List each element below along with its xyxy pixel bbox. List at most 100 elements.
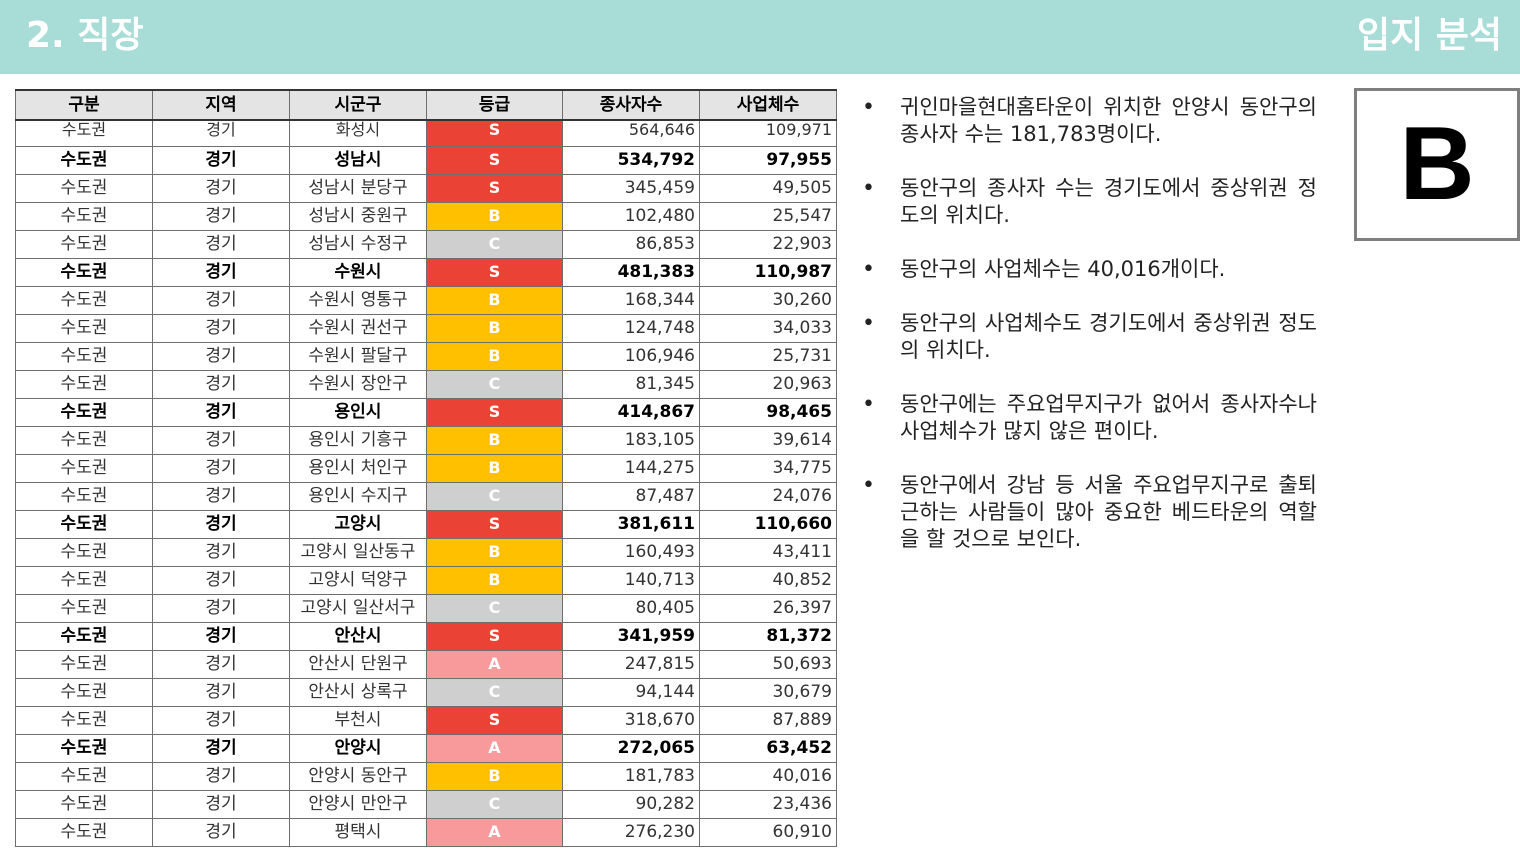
table-row: 수도권 경기 용인시 처인구 B 144,275 34,775 xyxy=(15,453,837,483)
bullet-dot-icon: • xyxy=(862,176,875,201)
table-row: 수도권 경기 수원시 팔달구 B 106,946 25,731 xyxy=(15,341,837,371)
cell-category: 수도권 xyxy=(15,789,153,819)
cell-businesses: 97,955 xyxy=(699,145,837,175)
bullet-text: 동안구에는 주요업무지구가 없어서 종사자수나 사업체수가 많지 않은 편이다. xyxy=(900,392,1317,443)
cell-workers: 106,946 xyxy=(562,341,700,371)
cell-businesses: 25,731 xyxy=(699,341,837,371)
cell-businesses: 23,436 xyxy=(699,789,837,819)
cell-grade: B xyxy=(426,313,563,343)
cell-district: 안산시 xyxy=(289,621,427,651)
cell-businesses: 30,679 xyxy=(699,677,837,707)
cell-grade: B xyxy=(426,761,563,791)
cell-businesses: 40,016 xyxy=(699,761,837,791)
cell-district: 수원시 xyxy=(289,257,427,287)
cell-province: 경기 xyxy=(152,509,290,539)
analysis-bullet-list: • 귀인마을현대홈타운이 위치한 안양시 동안구의 종사자 수는 181,783명… xyxy=(862,94,1317,580)
cell-category: 수도권 xyxy=(15,369,153,399)
cell-district: 고양시 일산동구 xyxy=(289,537,427,567)
cell-province: 경기 xyxy=(152,257,290,287)
cell-category: 수도권 xyxy=(15,313,153,343)
cell-businesses: 98,465 xyxy=(699,397,837,427)
cell-province: 경기 xyxy=(152,817,290,847)
cell-category: 수도권 xyxy=(15,593,153,623)
cell-grade: C xyxy=(426,229,563,259)
bullet-text: 동안구에서 강남 등 서울 주요업무지구로 출퇴근하는 사람들이 많아 중요한 … xyxy=(900,473,1317,551)
cell-workers: 564,646 xyxy=(562,119,700,147)
cell-businesses: 30,260 xyxy=(699,285,837,315)
cell-businesses: 109,971 xyxy=(699,119,837,147)
cell-grade: C xyxy=(426,369,563,399)
table-row: 수도권 경기 화성시 S 564,646 109,971 xyxy=(15,119,837,147)
cell-workers: 183,105 xyxy=(562,425,700,455)
cell-businesses: 110,660 xyxy=(699,509,837,539)
cell-province: 경기 xyxy=(152,677,290,707)
cell-province: 경기 xyxy=(152,789,290,819)
cell-province: 경기 xyxy=(152,705,290,735)
cell-category: 수도권 xyxy=(15,257,153,287)
bullet-dot-icon: • xyxy=(862,473,875,498)
cell-district: 안산시 단원구 xyxy=(289,649,427,679)
cell-province: 경기 xyxy=(152,119,290,147)
bullet-text: 귀인마을현대홈타운이 위치한 안양시 동안구의 종사자 수는 181,783명이… xyxy=(900,95,1317,146)
table-row: 수도권 경기 수원시 영통구 B 168,344 30,260 xyxy=(15,285,837,315)
cell-category: 수도권 xyxy=(15,705,153,735)
cell-province: 경기 xyxy=(152,621,290,651)
cell-district: 부천시 xyxy=(289,705,427,735)
cell-category: 수도권 xyxy=(15,453,153,483)
cell-grade: S xyxy=(426,119,563,147)
table-row: 수도권 경기 안양시 동안구 B 181,783 40,016 xyxy=(15,761,837,791)
cell-grade: S xyxy=(426,509,563,539)
cell-workers: 160,493 xyxy=(562,537,700,567)
cell-workers: 168,344 xyxy=(562,285,700,315)
cell-grade: S xyxy=(426,397,563,427)
cell-district: 평택시 xyxy=(289,817,427,847)
cell-grade: S xyxy=(426,257,563,287)
column-header-category: 구분 xyxy=(15,89,153,121)
bullet-text: 동안구의 사업체수는 40,016개이다. xyxy=(900,257,1226,281)
cell-category: 수도권 xyxy=(15,817,153,847)
cell-category: 수도권 xyxy=(15,229,153,259)
cell-province: 경기 xyxy=(152,453,290,483)
cell-workers: 276,230 xyxy=(562,817,700,847)
cell-category: 수도권 xyxy=(15,537,153,567)
cell-district: 용인시 처인구 xyxy=(289,453,427,483)
cell-district: 안양시 동안구 xyxy=(289,761,427,791)
cell-district: 안양시 xyxy=(289,733,427,763)
cell-workers: 414,867 xyxy=(562,397,700,427)
cell-category: 수도권 xyxy=(15,621,153,651)
cell-grade: S xyxy=(426,621,563,651)
cell-district: 고양시 일산서구 xyxy=(289,593,427,623)
cell-grade: B xyxy=(426,453,563,483)
cell-businesses: 49,505 xyxy=(699,173,837,203)
cell-province: 경기 xyxy=(152,593,290,623)
cell-workers: 94,144 xyxy=(562,677,700,707)
cell-grade: C xyxy=(426,677,563,707)
cell-businesses: 22,903 xyxy=(699,229,837,259)
table-row: 수도권 경기 부천시 S 318,670 87,889 xyxy=(15,705,837,735)
bullet-dot-icon: • xyxy=(862,257,875,282)
section-title: 입지 분석 xyxy=(1356,15,1502,56)
cell-workers: 86,853 xyxy=(562,229,700,259)
cell-category: 수도권 xyxy=(15,677,153,707)
cell-district: 용인시 xyxy=(289,397,427,427)
cell-district: 성남시 수정구 xyxy=(289,229,427,259)
cell-grade: B xyxy=(426,565,563,595)
column-header-businesses: 사업체수 xyxy=(699,89,837,121)
table-row: 수도권 경기 안양시 A 272,065 63,452 xyxy=(15,733,837,763)
cell-workers: 87,487 xyxy=(562,481,700,511)
cell-province: 경기 xyxy=(152,313,290,343)
cell-province: 경기 xyxy=(152,201,290,231)
column-header-district: 시군구 xyxy=(289,89,427,121)
cell-businesses: 20,963 xyxy=(699,369,837,399)
cell-workers: 144,275 xyxy=(562,453,700,483)
table-row: 수도권 경기 성남시 수정구 C 86,853 22,903 xyxy=(15,229,837,259)
cell-category: 수도권 xyxy=(15,425,153,455)
table-row: 수도권 경기 안산시 S 341,959 81,372 xyxy=(15,621,837,651)
table-row: 수도권 경기 성남시 분당구 S 345,459 49,505 xyxy=(15,173,837,203)
cell-category: 수도권 xyxy=(15,565,153,595)
cell-province: 경기 xyxy=(152,397,290,427)
cell-grade: S xyxy=(426,145,563,175)
table-row: 수도권 경기 고양시 S 381,611 110,660 xyxy=(15,509,837,539)
analysis-bullet: • 동안구의 종사자 수는 경기도에서 중상위권 정도의 위치다. xyxy=(862,175,1317,229)
cell-businesses: 39,614 xyxy=(699,425,837,455)
